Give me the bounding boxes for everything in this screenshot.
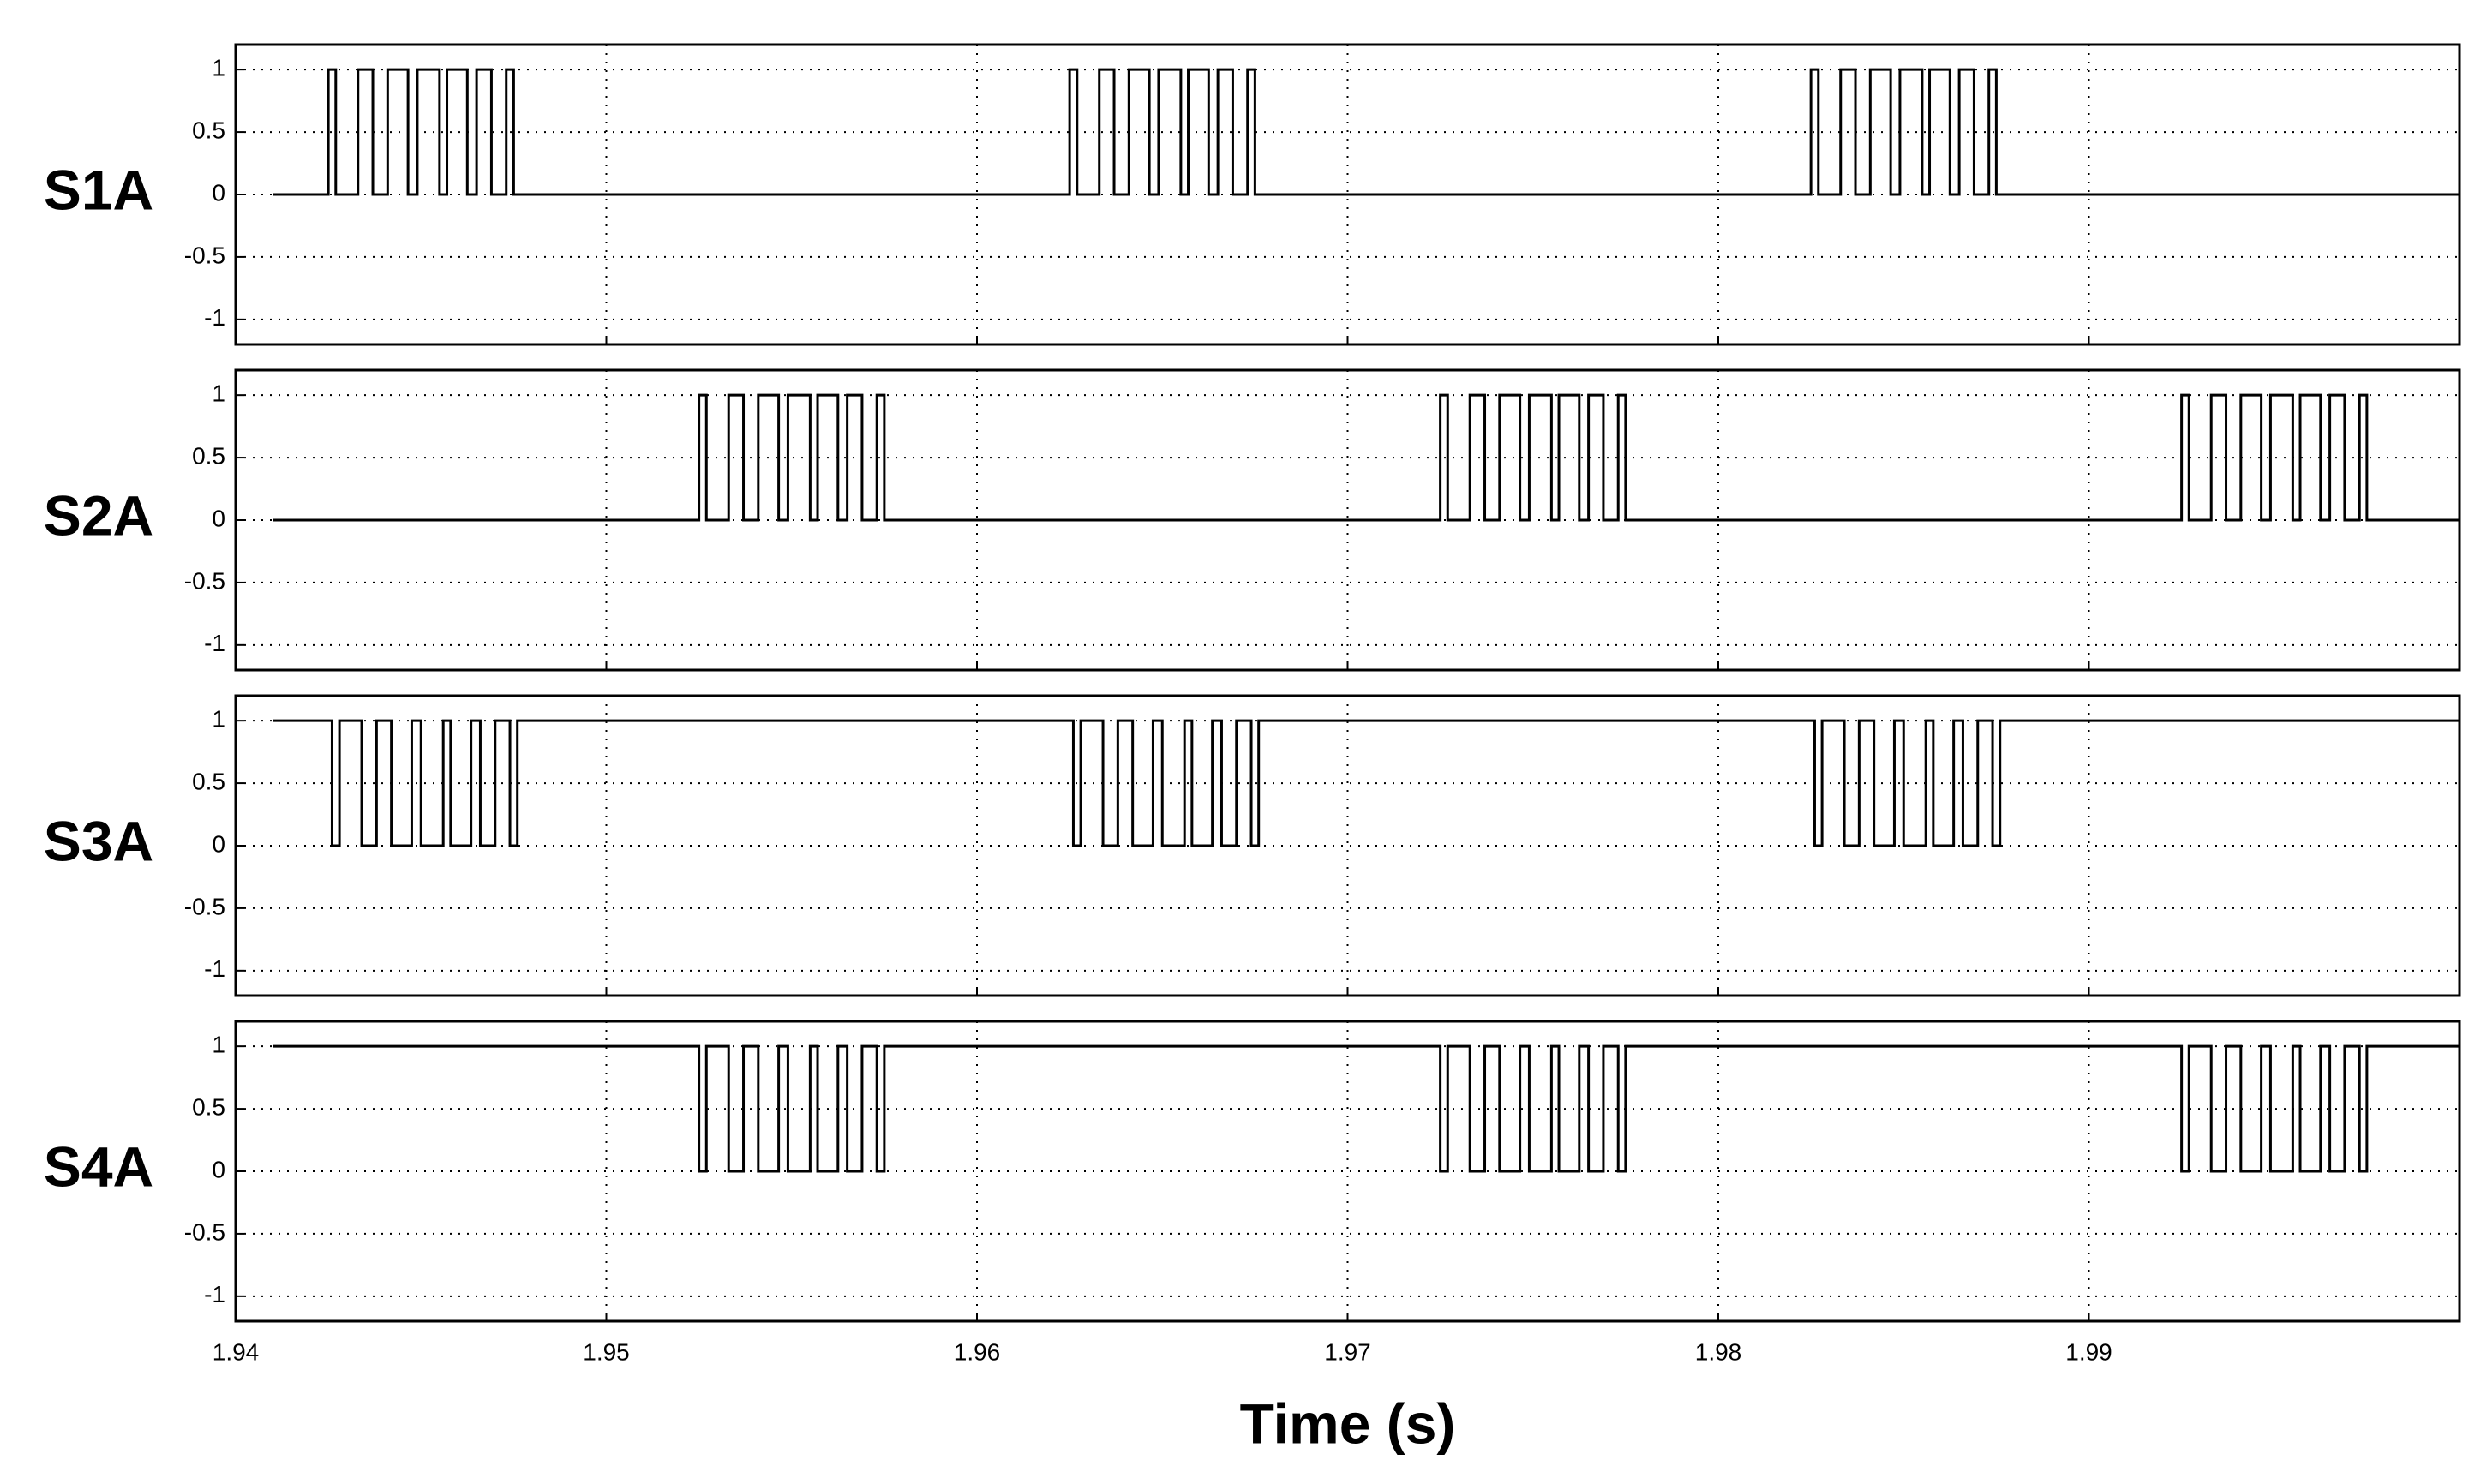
y-tick-label: -0.5 bbox=[184, 242, 225, 268]
x-tick-label: 1.94 bbox=[213, 1338, 260, 1365]
y-axis-label: S2A bbox=[44, 483, 153, 547]
x-tick-label: 1.98 bbox=[1695, 1338, 1742, 1365]
x-tick-label: 1.96 bbox=[954, 1338, 1001, 1365]
y-tick-label: -1 bbox=[204, 1281, 225, 1307]
plot-frame bbox=[234, 694, 2461, 997]
y-tick-label: 0.5 bbox=[192, 117, 225, 143]
y-tick-label: 0.5 bbox=[192, 768, 225, 794]
y-tick-label: 1 bbox=[212, 380, 225, 407]
y-tick-label: 0 bbox=[212, 505, 225, 531]
y-tick-label: -1 bbox=[204, 630, 225, 656]
plot-area bbox=[236, 1021, 2460, 1321]
y-tick-label: 0 bbox=[212, 830, 225, 857]
y-tick-label: -0.5 bbox=[184, 567, 225, 594]
signal-line bbox=[273, 1044, 2460, 1173]
y-tick-label: 1 bbox=[212, 706, 225, 733]
y-tick-label: 0 bbox=[212, 1156, 225, 1182]
y-tick-label: 0 bbox=[212, 179, 225, 206]
signal-line bbox=[273, 393, 2460, 522]
plot-area bbox=[236, 696, 2460, 996]
x-tick-label: 1.95 bbox=[583, 1338, 630, 1365]
signal-line bbox=[273, 68, 2460, 196]
y-axis-label: S1A bbox=[44, 158, 153, 221]
signal-line bbox=[273, 719, 2460, 847]
y-tick-label: 0.5 bbox=[192, 1093, 225, 1120]
x-tick-label: 1.99 bbox=[2065, 1338, 2112, 1365]
x-axis-label: Time (s) bbox=[1240, 1391, 1456, 1455]
y-tick-label: 1 bbox=[212, 1032, 225, 1058]
y-tick-label: -1 bbox=[204, 955, 225, 982]
y-tick-label: 1 bbox=[212, 55, 225, 81]
y-axis-label: S3A bbox=[44, 809, 153, 872]
y-tick-label: 0.5 bbox=[192, 442, 225, 469]
plot-frame bbox=[234, 1020, 2461, 1323]
y-tick-label: -0.5 bbox=[184, 893, 225, 919]
y-tick-label: -0.5 bbox=[184, 1218, 225, 1245]
y-tick-label: -1 bbox=[204, 304, 225, 331]
x-tick-label: 1.97 bbox=[1324, 1338, 1371, 1365]
y-axis-label: S4A bbox=[44, 1134, 153, 1198]
